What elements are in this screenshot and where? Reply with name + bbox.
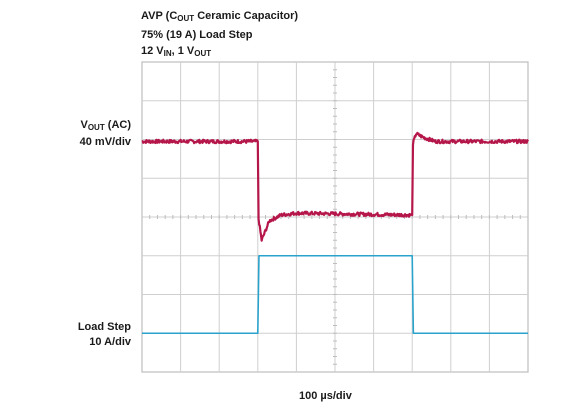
chart-title: AVP (COUT Ceramic Capacitor) 75% (19 A) … (141, 8, 298, 62)
title-subscript: OUT (194, 49, 212, 58)
title-subscript: IN (163, 49, 172, 58)
load-scale: 10 A/div (89, 336, 131, 348)
grid (141, 61, 529, 373)
vout-scale: 40 mV/div (79, 136, 131, 148)
load-channel-label: Load Step 10 A/div (78, 320, 131, 350)
load-label-text: Load Step (77, 321, 131, 333)
vout-channel-label: VOUT (AC) 40 mV/div (80, 118, 131, 150)
title-line-3: 12 VIN, 1 VOUT (141, 43, 298, 62)
title-line-1: AVP (COUT Ceramic Capacitor) (141, 8, 298, 27)
vout-label-text: (AC) (104, 119, 131, 131)
title-text: AVP (C (141, 10, 178, 22)
vout-label-subscript: OUT (87, 123, 105, 132)
title-line-2: 75% (19 A) Load Step (141, 29, 253, 41)
vout-label-text: V (80, 119, 88, 131)
title-text: , 1 V (171, 45, 195, 57)
time-scale-label: 100 µs/div (299, 390, 352, 402)
title-text: Ceramic Capacitor) (194, 10, 299, 22)
vout-trace (141, 131, 529, 242)
traces (141, 131, 529, 335)
title-subscript: OUT (177, 14, 195, 23)
title-text: 12 V (141, 45, 164, 57)
load-step-trace (142, 254, 528, 335)
